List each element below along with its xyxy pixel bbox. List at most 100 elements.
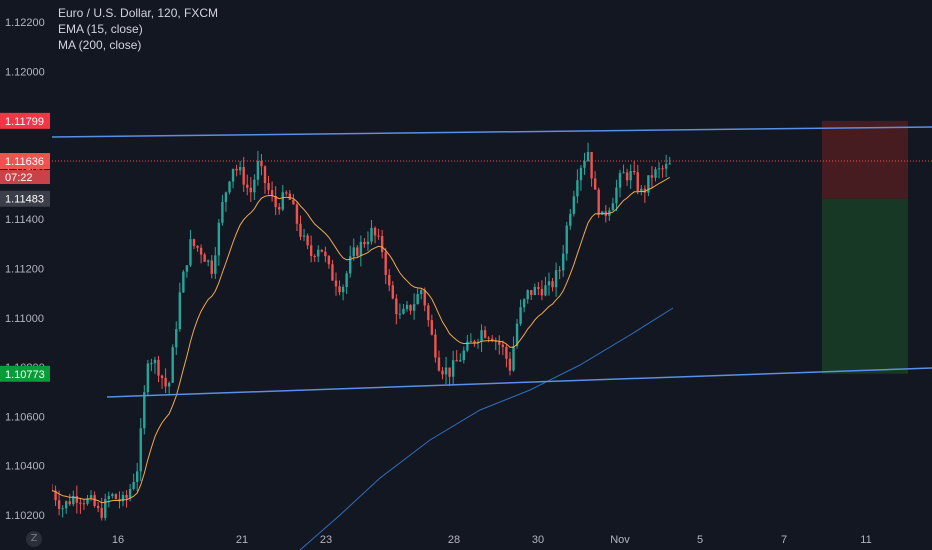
candle-body: [246, 184, 249, 188]
candle-body: [359, 241, 363, 256]
candle-body: [420, 290, 423, 295]
candle-body: [434, 334, 437, 358]
candle-body: [615, 187, 618, 204]
candle-body: [89, 495, 93, 499]
candle-body: [508, 358, 512, 371]
price-axis: [0, 0, 52, 550]
candle-body: [480, 330, 483, 342]
candle-body: [153, 359, 157, 364]
candle-body: [132, 481, 135, 489]
candle-body: [405, 304, 409, 309]
candle-body: [260, 161, 263, 167]
candle-body: [586, 152, 590, 161]
candle-body: [416, 294, 419, 305]
candle-body: [455, 360, 458, 362]
candle-body: [167, 382, 171, 387]
candle-body: [128, 488, 132, 499]
candle-body: [597, 189, 600, 215]
candle-body: [146, 363, 150, 393]
candle-body: [207, 260, 210, 262]
candle-body: [522, 299, 526, 308]
stop-loss-zone: [822, 120, 908, 199]
candle-body: [185, 265, 189, 272]
logo-icon[interactable]: Z: [26, 531, 42, 547]
candle-body: [526, 290, 529, 300]
candle-body: [278, 207, 281, 210]
candle-body: [324, 251, 327, 257]
candle-body: [121, 494, 125, 502]
candle-body: [217, 222, 221, 256]
candle-body: [274, 196, 277, 208]
candle-body: [86, 498, 89, 504]
candle-body: [175, 329, 178, 348]
candle-body: [143, 392, 146, 429]
candle-body: [178, 292, 181, 330]
candle-body: [139, 428, 142, 472]
candle-body: [313, 255, 316, 257]
candle-body: [157, 359, 160, 376]
candle-body: [334, 280, 338, 287]
candle-body: [345, 273, 348, 287]
legend-symbol[interactable]: Euro / U.S. Dollar, 120, FXCM: [58, 6, 219, 20]
candle-body: [189, 239, 192, 266]
candle-body: [625, 172, 629, 181]
candle-body: [441, 370, 444, 375]
candle-body: [270, 190, 274, 197]
candle-body: [281, 192, 284, 210]
candle-body: [583, 160, 586, 168]
candle-body: [572, 196, 576, 214]
candle-body: [657, 168, 661, 170]
candle-body: [136, 471, 139, 482]
candle-body: [402, 308, 405, 314]
take-profit-zone: [822, 198, 908, 374]
candle-body: [93, 495, 96, 506]
candle-body: [317, 249, 320, 257]
candle-body: [466, 341, 469, 351]
candle-body: [423, 290, 426, 306]
candle-body: [182, 271, 185, 293]
price-tag-countdown-label: 07:22: [5, 172, 33, 184]
candle-body: [505, 346, 508, 359]
candle-body: [633, 171, 636, 173]
candle-body: [203, 254, 206, 262]
candle-body: [622, 172, 625, 174]
candle-body: [235, 168, 238, 171]
candle-body: [356, 247, 359, 256]
candle-body: [363, 241, 366, 245]
candle-body: [306, 235, 309, 246]
legend-ma[interactable]: MA (200, close): [58, 38, 142, 52]
candle-body: [228, 181, 231, 193]
candle-body: [341, 286, 345, 293]
price-tag-bottom: [0, 365, 50, 382]
candle-body: [473, 341, 476, 344]
candle-body: [444, 367, 448, 375]
candle-body: [377, 235, 380, 237]
lower-trendline: [106, 367, 932, 398]
candle-body: [263, 166, 267, 184]
candle-body: [501, 344, 505, 347]
candle-body: [79, 502, 82, 504]
price-tag-mid-label: 1.11483: [5, 194, 44, 206]
candle-body: [210, 260, 213, 274]
candle-body: [68, 501, 71, 505]
candle-body: [462, 350, 465, 361]
candle-body: [96, 505, 100, 509]
candle-body: [498, 340, 501, 345]
candle-body: [349, 256, 352, 274]
x-tick-label: 23: [320, 534, 332, 546]
candle-body: [192, 239, 196, 246]
candle-body: [437, 357, 441, 371]
candle-body: [558, 270, 561, 272]
legend-ema[interactable]: EMA (15, close): [58, 22, 143, 36]
candle-body: [171, 347, 174, 383]
candle-body: [384, 252, 387, 275]
candle-body: [65, 501, 68, 509]
candle-body: [224, 192, 228, 202]
candle-body: [256, 161, 260, 180]
candle-body: [160, 375, 164, 378]
candle-body: [373, 227, 377, 236]
candle-body: [398, 313, 402, 315]
candle-body: [469, 341, 473, 343]
candle-body: [629, 171, 632, 181]
